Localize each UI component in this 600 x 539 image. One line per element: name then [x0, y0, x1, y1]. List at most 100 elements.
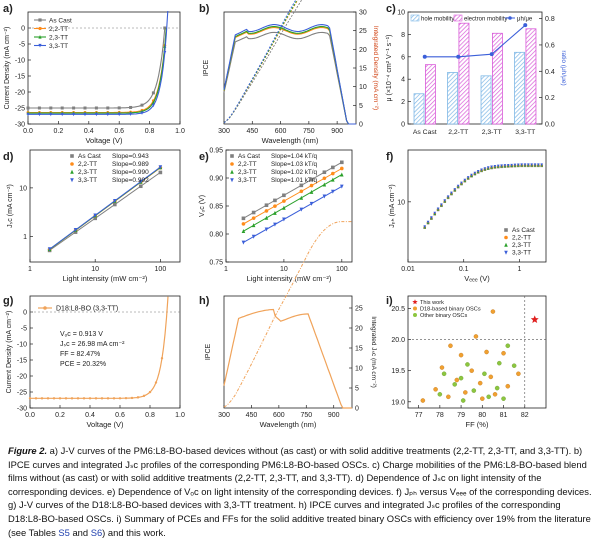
legend-slope-e: Slope=1.01 kT/q [271, 177, 318, 184]
jv-marker-3 [163, 50, 167, 55]
data-point-f-3 [517, 163, 520, 167]
jv-marker-d18 [124, 396, 128, 400]
data-point-e-2 [340, 172, 344, 177]
legend-slope-d: Slope=0.943 [112, 153, 149, 160]
data-point-d18-based [469, 368, 474, 373]
data-point-other-binary [482, 371, 487, 377]
legend-marker-i-d18 [413, 306, 417, 311]
data-point-d18-based [420, 398, 426, 403]
jv-marker-d18 [94, 397, 98, 400]
y2-tick-label-h: 10 [355, 366, 363, 373]
legend-label-d: 3,3-TT [78, 177, 97, 184]
table-s5-link[interactable]: S5 [58, 526, 70, 538]
legend-label-a: As Cast [49, 18, 72, 25]
x-tick-label-d: 10 [91, 266, 99, 273]
data-point-e-0 [340, 160, 344, 165]
x-axis-title-a: Voltage (V) [85, 136, 123, 145]
data-point-d-3 [47, 247, 52, 252]
data-point-e-0 [299, 183, 304, 188]
data-point-d-3 [73, 228, 78, 233]
data-point-d-0 [138, 184, 143, 189]
jv-marker-d18 [34, 397, 38, 400]
plot-frame-h [223, 295, 353, 409]
legend-marker-f [504, 228, 508, 232]
data-point-d-3 [93, 213, 97, 218]
y-tick-label-e: 0.80 [209, 232, 223, 239]
y2-tick-label-c: 0.4 [545, 69, 555, 76]
legend-swatch-hole [410, 14, 420, 22]
x-tick-label-b: 600 [275, 128, 287, 135]
data-point-e-0 [241, 216, 246, 221]
data-point-other-binary [494, 385, 500, 391]
bar-electron-mobility [492, 32, 503, 125]
legend-label-e: As Cast [238, 153, 260, 160]
data-point-f-3 [436, 207, 440, 211]
y2-tick-label-h: 5 [355, 386, 359, 393]
jv-marker-0 [37, 106, 41, 110]
panel-label-d: d) [3, 151, 14, 163]
legend-marker-f [504, 235, 508, 240]
panel-label-i: i) [386, 295, 393, 307]
y-tick-label-e: 0.95 [209, 148, 223, 155]
data-point-e-1 [340, 166, 344, 171]
x-axis-title-i: FF (%) [466, 420, 489, 429]
x-tick-label-a: 0.2 [54, 128, 64, 135]
y-tick-label-a: -20 [15, 90, 25, 97]
jv-marker-d18 [148, 390, 152, 394]
x-tick-label-h: 450 [246, 412, 258, 419]
y-axis-title-c: μ (×10⁻⁴ cm² V⁻¹ s⁻¹) [386, 35, 393, 102]
y-axis-title-e: Vₒᴄ (V) [199, 195, 206, 217]
jv-marker-d18 [142, 394, 146, 398]
data-point-other-binary [486, 394, 491, 400]
legend-marker-i-star [412, 299, 418, 305]
data-point-d18-based [505, 383, 511, 389]
x-tick-label-f: 0.01 [401, 266, 415, 273]
legend-slope-d: Slope=0.992 [112, 177, 149, 184]
jv-marker-0 [94, 106, 98, 110]
legend-label-e: 2,2-TT [238, 161, 257, 168]
data-point-e-1 [331, 171, 335, 176]
data-point-e-3 [331, 189, 335, 194]
x-tick-label-g: 0.2 [55, 412, 65, 419]
jv-marker-d18 [118, 397, 122, 400]
x-tick-label-a: 0.0 [23, 128, 33, 135]
y2-tick-label-h: 25 [355, 306, 363, 313]
x-tick-label-i: 81 [500, 412, 508, 419]
y2-tick-label-h: 20 [355, 326, 363, 333]
table-s6-link[interactable]: S6 [90, 526, 103, 538]
y2-tick-label-h: 0 [355, 406, 359, 413]
data-point-other-binary [437, 392, 443, 397]
data-point-d-0 [158, 170, 163, 175]
jv-marker-d18 [28, 397, 32, 400]
fit-line-e-3 [243, 185, 343, 243]
data-point-d18-based [484, 349, 489, 355]
data-point-d18-based [446, 394, 451, 400]
ipce-curve-1 [223, 26, 356, 125]
data-point-other-binary [441, 371, 447, 377]
data-point-d18-based [463, 390, 468, 395]
data-point-f-3 [510, 163, 513, 167]
data-point-d-3 [138, 179, 143, 184]
plot-frame-f [407, 149, 547, 263]
data-point-e-3 [282, 217, 286, 222]
jv-marker-3 [140, 111, 144, 115]
legend-label-a: 2,2-TT [49, 26, 68, 33]
legend-marker-f [504, 242, 508, 247]
annotation-g: Vₒᴄ = 0.913 V [60, 331, 103, 338]
data-point-d18-based [439, 365, 445, 370]
y-tick-label-c: 10 [397, 10, 405, 17]
data-point-f-3 [463, 178, 467, 182]
x-tick-label-g: 0.6 [115, 412, 125, 419]
legend-label-i: This work [420, 300, 444, 306]
jv-marker-0 [129, 105, 133, 109]
bar-electron-mobility [458, 22, 470, 125]
integrated-curve-d18 [223, 221, 352, 408]
legend-marker-i-other [413, 313, 417, 317]
y2-tick-label-b: 30 [359, 10, 367, 17]
x-category-label: As Cast [413, 129, 437, 136]
y2-axis-title-c: ratio (μh/μe) [560, 50, 567, 85]
data-point-e-3 [241, 240, 246, 245]
x-tick-label-a: 0.4 [84, 128, 94, 135]
data-point-d18-based [454, 377, 460, 383]
caption-label: Figure 2. [8, 445, 48, 456]
